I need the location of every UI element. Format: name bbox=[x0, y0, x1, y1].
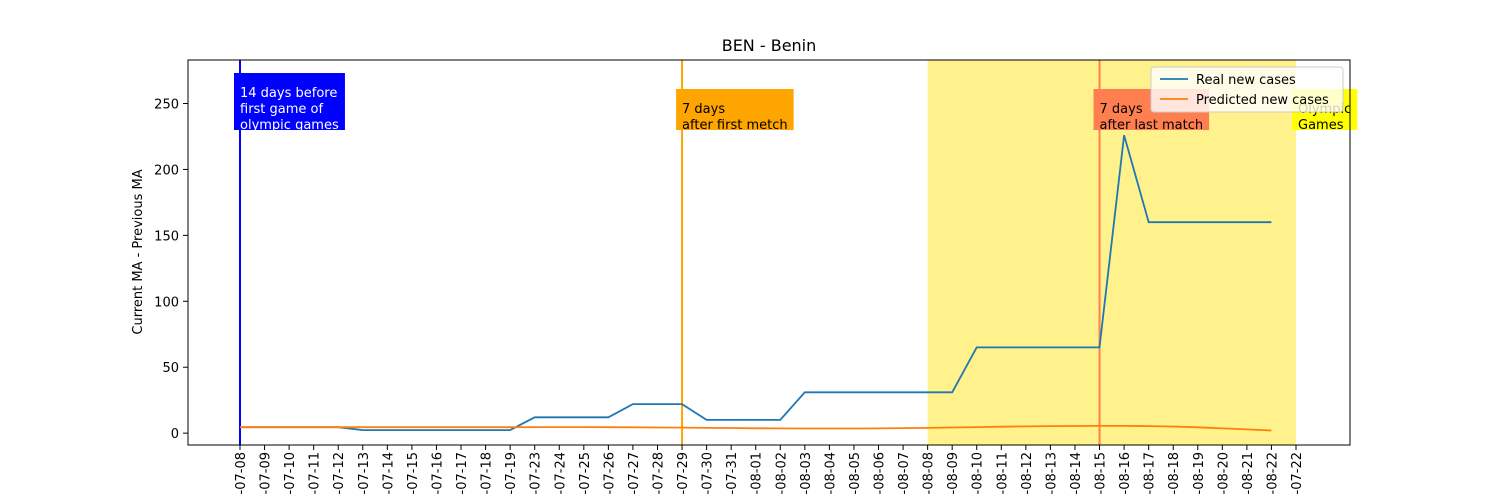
x-tick-label: -07-28 bbox=[651, 452, 666, 494]
x-tick-label: -08-22 bbox=[1265, 452, 1280, 494]
x-tick-label: -08-20 bbox=[1216, 452, 1231, 494]
x-tick-label: -07-14 bbox=[381, 452, 396, 494]
y-tick-label: 150 bbox=[154, 229, 179, 244]
x-tick-label: -07-25 bbox=[578, 452, 593, 494]
event-annotation-text: 7 days bbox=[682, 102, 725, 117]
x-tick-label: -07-08 bbox=[234, 452, 249, 494]
x-tick-label: -08-08 bbox=[922, 452, 937, 494]
event-annotation-text: after last match bbox=[1100, 118, 1204, 133]
x-tick-label: -08-04 bbox=[823, 452, 838, 494]
x-tick-label: -08-18 bbox=[1167, 452, 1182, 494]
x-tick-label: -07-23 bbox=[529, 452, 544, 494]
x-tick-label: -08-02 bbox=[774, 452, 789, 494]
x-tick-label: -07-11 bbox=[308, 452, 323, 494]
event-annotation-text: after first metch bbox=[682, 118, 788, 133]
x-tick-label: -08-13 bbox=[1044, 452, 1059, 494]
x-tick-label: -07-27 bbox=[627, 452, 642, 494]
y-tick-label: 100 bbox=[154, 295, 179, 310]
plot-frame bbox=[187, 59, 1351, 446]
x-tick-label: -07-16 bbox=[430, 452, 445, 494]
x-tick-label: -07-15 bbox=[406, 452, 421, 494]
x-tick-label: -07-19 bbox=[504, 452, 519, 494]
legend: Real new cases Predicted new cases bbox=[1150, 66, 1344, 113]
x-tick-label: -07-30 bbox=[701, 452, 716, 494]
x-tick-label: -08-19 bbox=[1192, 452, 1207, 494]
x-tick-label: -08-14 bbox=[1069, 452, 1084, 494]
event-annotation-text: 14 days before bbox=[240, 86, 337, 101]
x-tick-label: -08-03 bbox=[799, 452, 814, 494]
x-tick-label: -07-29 bbox=[676, 452, 691, 494]
x-tick-label: -07-26 bbox=[602, 452, 617, 494]
x-tick-label: -08-01 bbox=[750, 452, 765, 494]
x-tick-label: -08-06 bbox=[873, 452, 888, 494]
event-annotation-box bbox=[676, 89, 794, 130]
x-tick-label: -08-07 bbox=[897, 452, 912, 494]
chart-title: BEN - Benin bbox=[722, 36, 817, 55]
event-annotation-text: olympic games bbox=[240, 118, 339, 133]
x-tick-label: -08-21 bbox=[1241, 452, 1256, 494]
span-annotation-text: Games bbox=[1298, 118, 1344, 133]
x-tick-label: -08-16 bbox=[1118, 452, 1133, 494]
y-tick-label: 0 bbox=[171, 427, 179, 442]
x-tick-label: -08-10 bbox=[971, 452, 986, 494]
x-tick-label: -08-05 bbox=[848, 452, 863, 494]
x-tick-label: -07-24 bbox=[553, 452, 568, 494]
x-tick-label: -08-15 bbox=[1094, 452, 1109, 494]
x-tick-label: -08-12 bbox=[1020, 452, 1035, 494]
x-tick-label: -07-13 bbox=[357, 452, 372, 494]
x-tick-label: -07-10 bbox=[283, 452, 298, 494]
legend-label: Real new cases bbox=[1196, 73, 1296, 88]
x-tick-label: -07-17 bbox=[455, 452, 470, 494]
y-tick-label: 250 bbox=[154, 98, 179, 113]
event-annotation-text: 7 days bbox=[1100, 102, 1143, 117]
series-line bbox=[240, 134, 1272, 432]
x-tick-label: -07-18 bbox=[480, 452, 495, 494]
y-tick-label: 50 bbox=[162, 361, 179, 376]
legend-label: Predicted new cases bbox=[1196, 93, 1329, 108]
x-tick-label: -07-31 bbox=[725, 452, 740, 494]
x-tick-label: -08-11 bbox=[995, 452, 1010, 494]
legend-box bbox=[1150, 66, 1344, 113]
x-tick-label: -07-22 bbox=[1290, 452, 1305, 494]
event-annotation-text: first game of bbox=[240, 102, 324, 117]
x-tick-label: -07-12 bbox=[332, 452, 347, 494]
event-annotation-box bbox=[234, 73, 345, 130]
x-tick-label: -08-09 bbox=[946, 452, 961, 494]
y-axis-label: Current MA - Previous MA bbox=[131, 169, 146, 334]
y-tick-label: 200 bbox=[154, 163, 179, 178]
x-tick-label: -08-17 bbox=[1143, 452, 1158, 494]
x-tick-label: -07-09 bbox=[259, 452, 274, 494]
series-line bbox=[240, 424, 1272, 432]
